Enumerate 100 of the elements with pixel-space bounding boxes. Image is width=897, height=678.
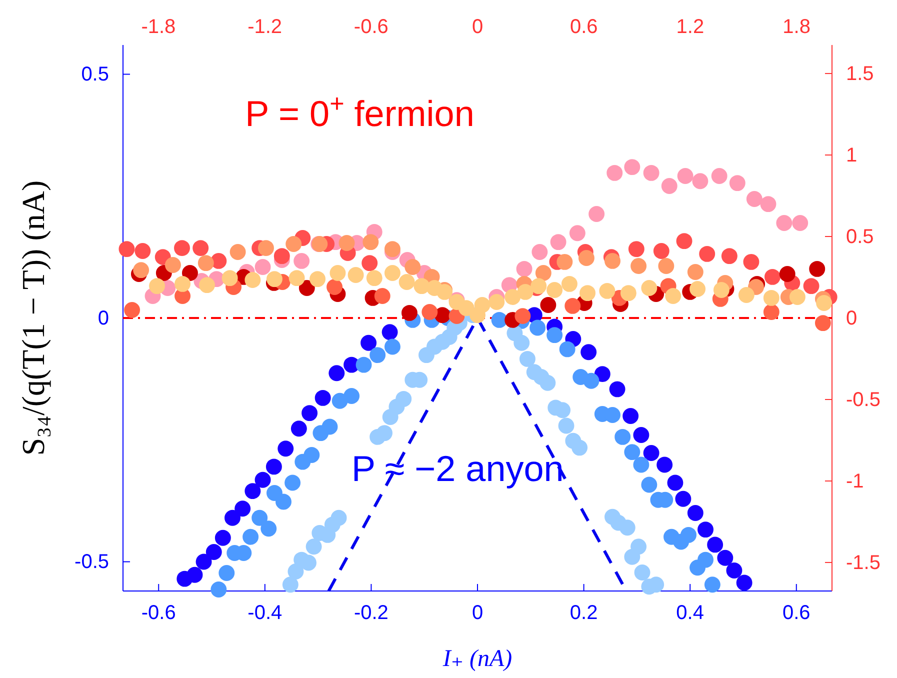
point [556,254,573,270]
point [254,259,271,275]
x2-tick-label: 1.8 [782,16,810,38]
point [554,402,571,418]
point [242,528,259,545]
point [344,388,360,404]
point [198,277,215,294]
point [164,257,181,273]
point [614,428,631,445]
x-tick-label: 0 [472,602,484,624]
point [535,265,552,281]
point [622,408,639,424]
point [572,440,588,456]
point [711,168,728,184]
y2-tick-label: 1.5 [846,62,874,85]
point [699,246,716,262]
point [633,427,650,443]
point [384,241,400,258]
y2-tick-label: 0 [846,307,858,330]
point [384,338,400,355]
point [677,168,694,184]
point [746,191,762,207]
x-axis-title: I₊ (nA) [442,646,512,672]
point [588,206,605,222]
point [133,262,150,278]
point [546,282,563,298]
x2-tick-label: 1.2 [676,16,704,38]
point [578,250,594,266]
point [624,444,640,460]
annotation: P = 0$^{+}$ fermion [245,90,474,134]
point [266,271,282,288]
x-tick-label: -0.2 [354,602,388,624]
point [690,281,706,297]
point [288,564,304,580]
point [779,266,796,282]
y2-tick-label: -0.5 [846,388,880,411]
y2-tick-label: 1 [846,144,858,166]
point [258,240,274,256]
y2-tick-label: -1.5 [846,552,880,574]
point [676,233,692,250]
point [362,255,378,272]
point [302,405,318,422]
point [362,234,379,250]
point [641,280,658,296]
point [776,215,792,231]
point [278,440,294,457]
point [803,278,820,294]
point [763,304,780,320]
point [517,284,534,300]
point [665,288,682,304]
point [530,320,546,336]
point [667,474,684,491]
point [698,522,714,538]
point [360,334,377,351]
point [330,510,347,526]
point [713,282,730,298]
point [328,365,345,382]
annotation: P ≈ −2 anyon [352,448,564,489]
point [134,243,151,259]
point [182,265,198,281]
y-axis-title: S₃₄/(q(T(1 − T)) (nA) [15,180,51,456]
point [254,472,271,488]
point [814,315,831,332]
point [550,234,566,250]
x-tick-label: -0.4 [248,602,282,624]
point [619,520,636,536]
point [514,308,531,324]
x2-tick-label: 0 [472,16,484,38]
point [624,159,640,176]
point [580,344,597,360]
point [594,366,610,382]
point [382,324,398,340]
point [564,298,581,314]
point [540,297,556,313]
point [376,425,392,442]
point [809,260,826,277]
point [300,554,316,571]
point [404,259,421,275]
point [634,564,650,580]
point [546,327,563,344]
point [643,445,660,461]
point [252,510,268,526]
point [760,196,776,212]
point [687,505,704,521]
point [458,300,474,316]
point [569,225,586,242]
point [721,248,738,264]
point [792,215,808,231]
point [514,334,530,351]
point [641,476,658,493]
point [260,520,277,537]
point [474,297,490,313]
point [196,554,212,570]
point [583,372,600,389]
point [675,490,692,507]
point [294,252,310,269]
point [604,252,620,269]
point [370,347,386,364]
point [633,456,650,473]
point [516,260,532,277]
